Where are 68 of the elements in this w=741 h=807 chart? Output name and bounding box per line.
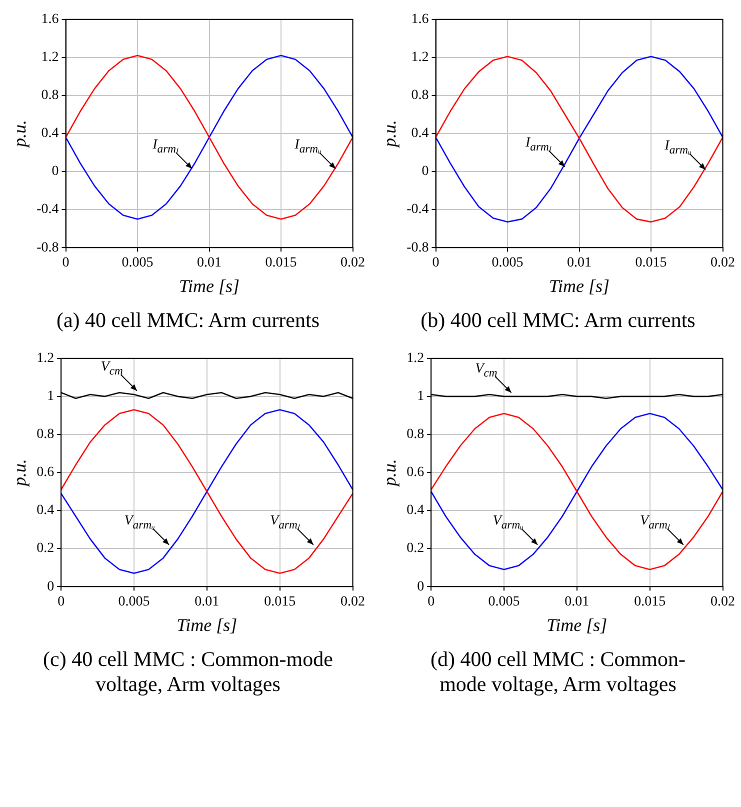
x-tick-label: 0.02	[340, 256, 365, 271]
text: (d) 400 cell MMC : Common-mode voltage, Arm voltages	[430, 647, 686, 698]
x-tick-label: 0.01	[564, 594, 590, 610]
y-tick-label: 1.2	[411, 50, 429, 66]
y-tick-label: 1.6	[411, 12, 429, 28]
annotation: V$_{armₗ}$	[270, 513, 300, 532]
x-tick-label: 0.005	[122, 256, 154, 271]
y-axis-title: p.u.	[10, 459, 30, 488]
y-tick-label: -0.8	[36, 240, 59, 256]
x-axis-title: Time [s]	[546, 615, 608, 636]
y-tick-label: 1.2	[406, 351, 424, 366]
annotation: V$_{cm}$	[100, 359, 123, 378]
x-tick-label: 0.01	[194, 594, 220, 610]
y-tick-label: 0.2	[36, 541, 54, 556]
annotation: I$_{armᵤ}$	[294, 137, 322, 155]
y-tick-label: -0.4	[406, 202, 429, 218]
y-tick-label: 1.2	[41, 50, 59, 66]
y-tick-label: 0	[422, 164, 429, 180]
x-tick-label: 0.015	[265, 256, 297, 271]
y-tick-label: -0.8	[406, 240, 429, 256]
y-axis-title: p.u.	[380, 120, 400, 149]
annotation: V$_{cm}$	[475, 361, 498, 380]
y-tick-label: 0	[47, 579, 54, 594]
y-tick-label: 0.8	[41, 88, 59, 104]
text: (c) 40 cell MMC : Common-mode voltage, Arm voltages	[42, 647, 334, 698]
text: (a) 40 cell MMC: Arm currents	[55, 308, 321, 334]
y-tick-label: 0	[52, 164, 59, 180]
y-tick-label: 0.8	[36, 427, 54, 442]
x-tick-label: 0.01	[197, 256, 222, 271]
y-tick-label: 0.4	[41, 126, 59, 142]
y-tick-label: 0.6	[36, 465, 54, 480]
y-tick-label: 0.8	[411, 88, 429, 104]
y-tick-label: 0.4	[411, 126, 429, 142]
x-tick-label: 0.015	[634, 594, 666, 610]
y-tick-label: 0.6	[406, 465, 424, 480]
y-tick-label: 0.8	[406, 427, 424, 442]
y-tick-label: 1.6	[41, 12, 59, 28]
x-tick-label: 0	[62, 256, 70, 271]
y-tick-label: 1.2	[36, 351, 54, 366]
x-tick-label: 0.005	[488, 594, 520, 610]
x-axis-title: Time [s]	[176, 615, 238, 636]
x-tick-label: 0.02	[710, 256, 735, 271]
annotation: V$_{armₗ}$	[640, 513, 670, 532]
x-tick-label: 0	[432, 256, 440, 271]
y-tick-label: 1	[47, 389, 54, 404]
annotation: V$_{armᵤ}$	[492, 513, 524, 532]
x-tick-label: 0.015	[264, 594, 296, 610]
y-tick-label: 0.4	[406, 503, 424, 518]
x-axis-title: Time [s]	[178, 276, 240, 296]
x-tick-label: 0.02	[340, 594, 365, 610]
y-tick-label: 0.4	[36, 503, 54, 518]
annotation: V$_{armᵤ}$	[124, 513, 155, 532]
y-axis-title: p.u.	[380, 459, 400, 488]
y-tick-label: 0.2	[406, 541, 424, 556]
x-tick-label: 0.005	[492, 256, 524, 271]
text: (b) 400 cell MMC: Arm currents	[420, 308, 696, 334]
x-tick-label: 0.02	[710, 594, 735, 610]
x-tick-label: 0.005	[118, 594, 150, 610]
y-axis-title: p.u.	[10, 120, 30, 149]
annotation: I$_{armᵤ}$	[664, 138, 692, 156]
annotation: I$_{armₗ}$	[152, 137, 178, 155]
x-tick-label: 0.015	[635, 256, 667, 271]
y-tick-label: 0	[417, 579, 424, 594]
annotation: I$_{armₗ}$	[525, 135, 551, 154]
y-tick-label: -0.4	[36, 202, 59, 218]
y-tick-label: 1	[417, 389, 424, 404]
x-axis-title: Time [s]	[548, 276, 610, 296]
x-tick-label: 0.01	[567, 256, 592, 271]
